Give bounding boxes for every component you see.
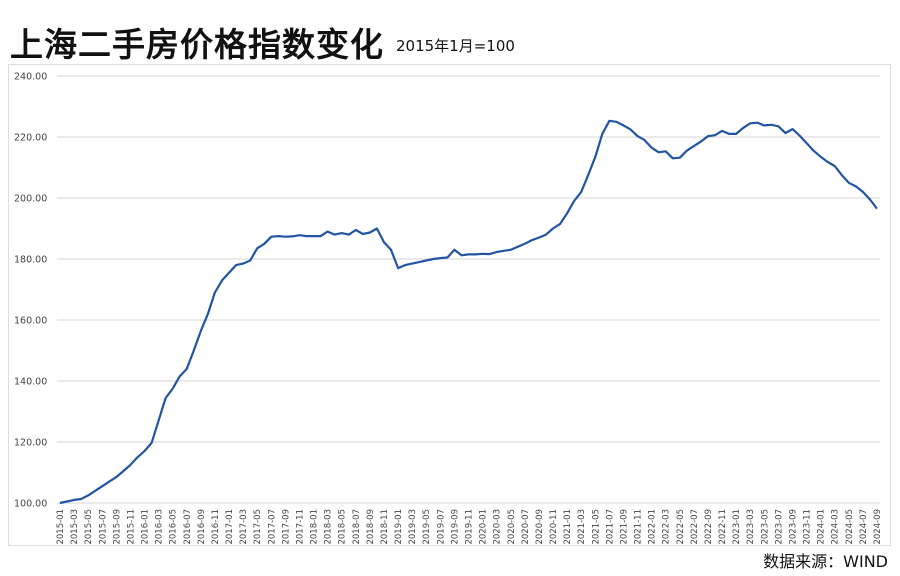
index-line (59, 119, 878, 505)
x-tick-label: 2016-01 (141, 509, 151, 545)
x-tick-label: 2023-01 (732, 509, 742, 545)
x-tick-label: 2024-03 (831, 509, 841, 545)
x-tick-label: 2020-01 (479, 509, 489, 545)
x-tick-label: 2019-11 (465, 509, 475, 545)
x-tick-label: 2019-09 (450, 509, 460, 545)
x-tick-label: 2020-11 (549, 509, 559, 545)
x-tick-label: 2017-11 (295, 509, 305, 545)
x-tick-label: 2021-11 (634, 509, 644, 545)
x-tick-label: 2018-07 (352, 509, 362, 545)
x-tick-label: 2020-09 (535, 509, 545, 545)
x-tick-label: 2021-05 (591, 509, 601, 545)
y-tick-label: 200.00 (14, 194, 47, 205)
x-tick-label: 2015-05 (84, 509, 94, 545)
x-tick-label: 2018-09 (366, 509, 376, 545)
y-tick-label: 180.00 (14, 255, 47, 266)
y-tick-label: 240.00 (14, 72, 47, 83)
x-tick-label: 2024-01 (817, 509, 827, 545)
chart-title: 上海二手房价格指数变化 (10, 25, 384, 64)
x-tick-label: 2017-05 (253, 509, 263, 545)
x-tick-label: 2022-01 (648, 509, 658, 545)
data-source: 数据来源：WIND (763, 552, 888, 571)
x-tick-label: 2016-03 (155, 509, 165, 545)
x-tick-label: 2015-11 (126, 509, 136, 545)
x-tick-label: 2016-11 (211, 509, 221, 545)
chart-subtitle: 2015年1月=100 (396, 37, 515, 55)
x-tick-label: 2015-03 (70, 509, 80, 545)
chart-frame (8, 64, 891, 546)
x-tick-label: 2018-03 (324, 509, 334, 545)
x-tick-label: 2023-07 (774, 509, 784, 545)
x-tick-label: 2017-07 (267, 509, 277, 545)
x-tick-label: 2022-09 (704, 509, 714, 545)
x-tick-label: 2022-11 (718, 509, 728, 545)
y-tick-label: 160.00 (14, 316, 47, 327)
x-tick-label: 2016-07 (183, 509, 193, 545)
x-tick-label: 2017-01 (225, 509, 235, 545)
x-tick-label: 2021-09 (619, 509, 629, 545)
x-tick-label: 2020-07 (521, 509, 531, 545)
x-tick-label: 2021-01 (563, 509, 573, 545)
x-tick-label: 2016-05 (169, 509, 179, 545)
x-tick-label: 2016-09 (197, 509, 207, 545)
x-tick-label: 2018-01 (310, 509, 320, 545)
x-tick-label: 2021-03 (577, 509, 587, 545)
x-tick-label: 2018-05 (338, 509, 348, 545)
x-tick-label: 2022-05 (676, 509, 686, 545)
x-tick-label: 2019-05 (422, 509, 432, 545)
y-tick-label: 120.00 (14, 438, 47, 449)
x-tick-label: 2022-07 (690, 509, 700, 545)
x-tick-label: 2020-03 (493, 509, 503, 545)
x-tick-label: 2015-09 (112, 509, 122, 545)
x-tick-label: 2015-01 (56, 509, 66, 545)
x-tick-label: 2024-05 (845, 509, 855, 545)
x-tick-label: 2019-03 (408, 509, 418, 545)
x-tick-label: 2018-11 (380, 509, 390, 545)
x-tick-label: 2022-03 (662, 509, 672, 545)
x-tick-label: 2023-09 (788, 509, 798, 545)
x-tick-label: 2024-07 (859, 509, 869, 545)
x-tick-label: 2019-01 (394, 509, 404, 545)
y-tick-label: 140.00 (14, 377, 47, 388)
x-tick-label: 2017-09 (281, 509, 291, 545)
x-tick-label: 2023-03 (746, 509, 756, 545)
x-tick-label: 2023-05 (760, 509, 770, 545)
y-tick-label: 100.00 (14, 499, 47, 510)
y-tick-label: 220.00 (14, 133, 47, 144)
x-tick-label: 2023-11 (803, 509, 813, 545)
x-tick-label: 2019-07 (436, 509, 446, 545)
x-tick-label: 2015-07 (98, 509, 108, 545)
x-tick-label: 2017-03 (239, 509, 249, 545)
x-tick-label: 2020-05 (507, 509, 517, 545)
x-tick-label: 2021-07 (605, 509, 615, 545)
x-tick-label: 2024-09 (873, 509, 883, 545)
